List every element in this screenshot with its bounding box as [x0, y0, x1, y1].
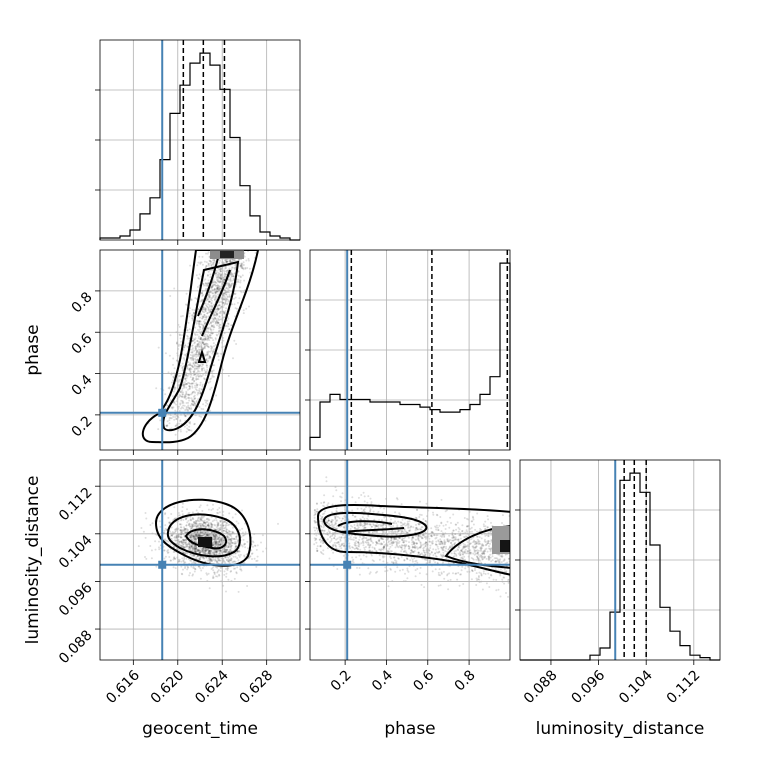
y-tick-label-luminosity-distance: 0.112: [56, 485, 96, 525]
y-tick-label-phase: 0.8: [69, 289, 96, 316]
truth-marker: [158, 408, 167, 417]
y-axis-label-luminosity-distance: luminosity_distance: [23, 476, 43, 645]
x-tick-label-geocent-time: 0.620: [148, 667, 188, 707]
x-tick-label-geocent-time: 0.616: [103, 667, 143, 707]
histogram-phase: [309, 262, 511, 450]
y-tick-label-phase: 0.2: [69, 413, 96, 440]
histogram-luminosity-distance: [520, 472, 720, 661]
y-axis-label-phase: phase: [23, 324, 43, 375]
x-tick-label-luminosity-distance: 0.088: [521, 667, 561, 707]
x-axis-label-phase: phase: [384, 719, 435, 739]
x-tick-label-phase: 0.6: [410, 667, 437, 694]
contours-phase-vs-luminosity-distance: [316, 504, 510, 576]
truth-marker: [158, 560, 167, 569]
y-tick-label-phase: 0.4: [69, 372, 96, 399]
y-tick-label-luminosity-distance: 0.104: [56, 532, 96, 572]
x-tick-label-luminosity-distance: 0.104: [616, 667, 656, 707]
x-axis-label-luminosity-distance: luminosity_distance: [536, 719, 705, 739]
panel-frame: [99, 459, 301, 661]
histogram-geocent-time: [99, 52, 300, 241]
x-tick-label-phase: 0.4: [369, 667, 396, 694]
x-axis-label-geocent-time: geocent_time: [142, 719, 258, 739]
x-tick-label-phase: 0.8: [452, 667, 479, 694]
y-tick-label-luminosity-distance: 0.096: [56, 580, 96, 620]
contours-geocent-time-vs-luminosity-distance: [154, 498, 252, 567]
x-tick-label-geocent-time: 0.628: [237, 667, 277, 707]
panel-frame: [99, 249, 301, 451]
x-tick-label-geocent-time: 0.624: [192, 667, 232, 707]
panel-frame: [309, 459, 511, 661]
y-tick-label-phase: 0.6: [69, 331, 96, 358]
x-tick-label-phase: 0.2: [328, 667, 355, 694]
scatter-phase-vs-luminosity-distance: [313, 476, 510, 598]
truth-marker: [343, 560, 352, 569]
y-tick-label-luminosity-distance: 0.088: [56, 627, 96, 667]
x-tick-label-luminosity-distance: 0.112: [664, 667, 704, 707]
x-tick-label-luminosity-distance: 0.096: [569, 667, 609, 707]
